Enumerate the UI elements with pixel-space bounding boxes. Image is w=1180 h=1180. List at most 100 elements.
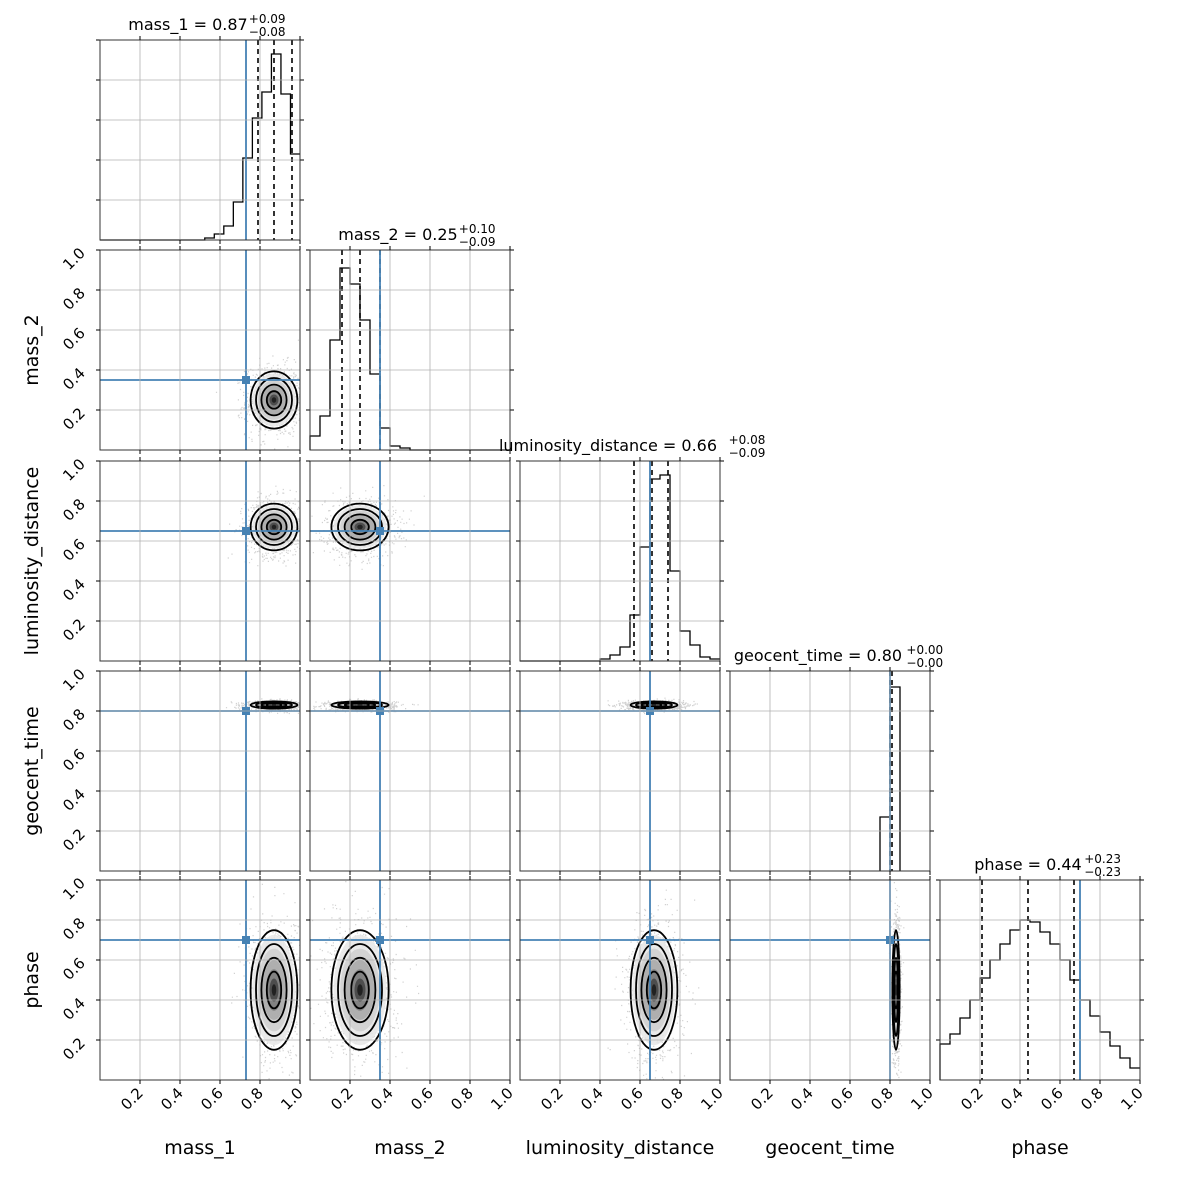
title-lower-error: −0.08 xyxy=(249,25,286,39)
scatter-points xyxy=(310,881,420,1080)
panel-title-mass_1: mass_1 = 0.87 xyxy=(128,15,247,35)
x-tick-label: 0.6 xyxy=(407,1084,437,1114)
contour-line xyxy=(350,518,370,536)
contour-line xyxy=(265,390,283,410)
histogram-panel-phase: phase = 0.44 +0.23−0.23 xyxy=(936,852,1144,1080)
x-tick-label: 1.0 xyxy=(277,1084,307,1114)
tick-marks xyxy=(96,876,301,1084)
density-panel-mass_1-mass_2 xyxy=(100,250,300,450)
histogram-phase xyxy=(939,919,1140,1080)
histogram-luminosity_distance xyxy=(520,474,720,662)
y-tick-label: 0.8 xyxy=(59,705,89,735)
grid-lines xyxy=(940,880,1140,1080)
tick-marks xyxy=(559,457,721,665)
contour-line xyxy=(330,929,390,1051)
contour-line xyxy=(343,956,377,1024)
y-tick-label: 0.4 xyxy=(59,785,89,815)
density-panel-luminosity_distance-geocent_time xyxy=(520,671,720,871)
x-axis-label-mass_2: mass_2 xyxy=(374,1137,446,1159)
scatter-points xyxy=(231,883,300,1080)
grid-lines xyxy=(520,461,720,661)
truth-marker xyxy=(242,527,250,535)
density-panel-mass_1-luminosity_distance xyxy=(100,461,300,661)
y-axis-label-phase: phase xyxy=(21,951,43,1008)
histogram-mass_2 xyxy=(309,267,510,451)
grid-lines xyxy=(310,250,510,450)
density-panel-geocent_time-phase xyxy=(730,880,930,1080)
x-tick-label: 0.2 xyxy=(747,1084,777,1114)
histogram-panel-mass_2: mass_2 = 0.25 +0.10−0.09 xyxy=(306,222,514,451)
title-upper-error: +0.10 xyxy=(459,222,496,236)
grid-lines xyxy=(100,40,300,240)
truth-marker xyxy=(376,936,384,944)
tick-marks xyxy=(96,457,301,665)
title-lower-error: −0.09 xyxy=(729,446,766,460)
y-tick-label: 1.0 xyxy=(59,665,89,695)
y-tick-label: 0.6 xyxy=(59,954,89,984)
title-lower-error: −0.09 xyxy=(459,235,496,249)
tick-marks xyxy=(306,667,511,875)
contour-line xyxy=(255,377,293,423)
contour-line xyxy=(265,518,283,536)
grid-lines xyxy=(100,880,300,1080)
histogram-panel-geocent_time: geocent_time = 0.80 +0.00−0.00 xyxy=(726,643,943,871)
x-tick-label: 0.8 xyxy=(1077,1084,1107,1114)
x-tick-label: 0.6 xyxy=(1037,1084,1067,1114)
panel-frame xyxy=(309,670,511,872)
density-content xyxy=(730,880,930,1080)
contour-line xyxy=(249,370,299,430)
grid-lines xyxy=(100,250,300,450)
x-tick-label: 1.0 xyxy=(487,1084,517,1114)
density-content xyxy=(100,671,300,871)
density-shade xyxy=(357,703,363,707)
tick-marks xyxy=(769,667,931,875)
density-shade xyxy=(651,984,657,996)
panel-frame xyxy=(309,879,511,1081)
density-content xyxy=(520,671,720,871)
panel-frame xyxy=(99,39,301,241)
x-tick-label: 0.2 xyxy=(957,1084,987,1114)
title-upper-error: +0.00 xyxy=(906,643,943,657)
tick-marks xyxy=(306,457,511,665)
panel-frame xyxy=(99,249,301,451)
panel-frame xyxy=(99,670,301,872)
density-panel-luminosity_distance-phase xyxy=(520,880,720,1080)
tick-marks xyxy=(306,876,511,1084)
title-upper-error: +0.08 xyxy=(729,433,766,447)
x-tick-label: 0.6 xyxy=(827,1084,857,1114)
contour-line xyxy=(260,956,288,1024)
panel-frame xyxy=(519,670,721,872)
x-tick-label: 0.2 xyxy=(117,1084,147,1114)
grid-lines xyxy=(520,880,720,1080)
panel-frame xyxy=(99,879,301,1081)
density-panel-mass_1-phase xyxy=(100,880,300,1080)
y-tick-label: 0.4 xyxy=(59,364,89,394)
contour-line xyxy=(343,513,377,541)
truth-marker xyxy=(376,527,384,535)
title-lower-error: −0.00 xyxy=(906,656,943,670)
tick-marks xyxy=(139,36,301,244)
panel-frame xyxy=(519,879,721,1081)
x-axis-label-phase: phase xyxy=(1011,1137,1068,1159)
x-tick-label: 1.0 xyxy=(697,1084,727,1114)
panel-frame xyxy=(729,670,931,872)
contour-line xyxy=(255,508,293,546)
truth-marker xyxy=(242,936,250,944)
density-shade xyxy=(357,524,363,530)
y-tick-label: 1.0 xyxy=(59,244,89,274)
grid-lines xyxy=(520,671,720,871)
contour-line xyxy=(265,702,283,708)
density-content xyxy=(520,880,720,1080)
density-content xyxy=(100,461,300,661)
density-panel-mass_2-phase xyxy=(310,880,510,1080)
panel-title-mass_2: mass_2 = 0.25 xyxy=(338,225,457,245)
truth-marker xyxy=(242,376,250,384)
contour-line xyxy=(350,702,370,708)
tick-marks xyxy=(726,876,931,1084)
panel-title-geocent_time: geocent_time = 0.80 xyxy=(734,646,902,666)
contour-line xyxy=(265,970,283,1010)
density-content xyxy=(100,250,300,450)
panel-frame xyxy=(939,879,1141,1081)
